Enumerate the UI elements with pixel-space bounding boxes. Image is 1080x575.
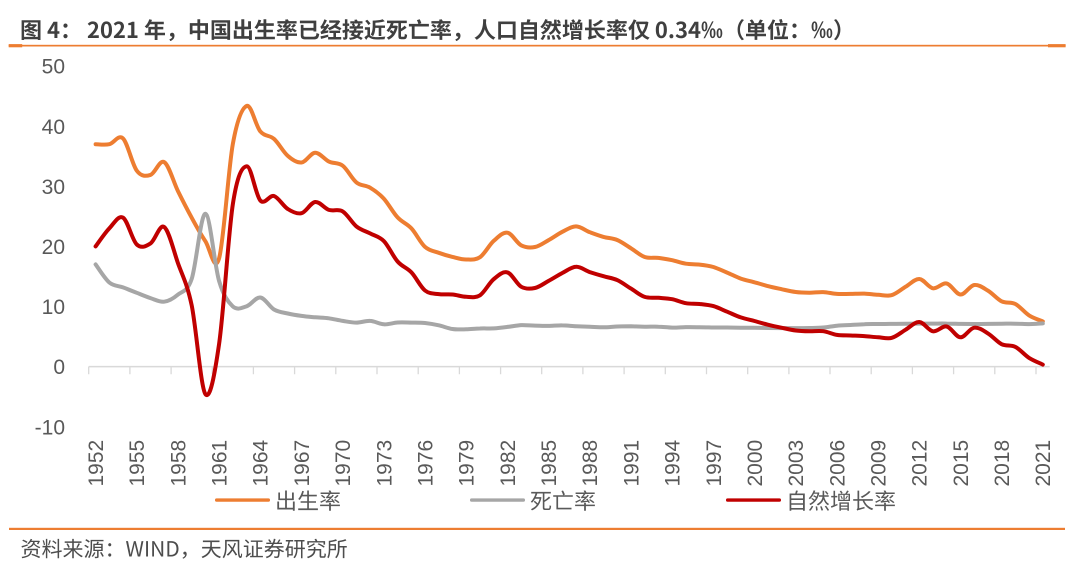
svg-text:1979: 1979 [456,440,479,487]
svg-text:50: 50 [42,56,65,79]
svg-text:2006: 2006 [826,440,849,487]
svg-text:2015: 2015 [950,440,973,487]
svg-text:1970: 1970 [332,440,355,487]
svg-text:2000: 2000 [744,440,767,487]
svg-text:20: 20 [42,236,65,259]
svg-text:2003: 2003 [785,440,808,487]
svg-text:1988: 1988 [579,440,602,487]
svg-text:2021: 2021 [1032,440,1055,487]
svg-text:1973: 1973 [373,440,396,487]
svg-text:1976: 1976 [414,440,437,487]
svg-text:-10: -10 [35,416,65,439]
svg-text:1982: 1982 [497,440,520,487]
svg-text:1985: 1985 [538,440,561,487]
svg-text:0: 0 [53,356,65,379]
svg-text:10: 10 [42,296,65,319]
svg-text:1961: 1961 [209,440,232,487]
svg-text:1958: 1958 [167,440,190,487]
svg-text:40: 40 [42,116,65,139]
svg-text:1964: 1964 [250,439,273,486]
svg-text:30: 30 [42,176,65,199]
svg-text:1955: 1955 [126,440,149,487]
svg-text:1967: 1967 [291,440,314,487]
svg-text:1997: 1997 [703,440,726,487]
svg-text:2012: 2012 [909,440,932,487]
svg-text:1952: 1952 [85,440,108,487]
svg-text:2018: 2018 [991,440,1014,487]
svg-text:1991: 1991 [620,440,643,487]
svg-text:2009: 2009 [868,440,891,487]
svg-text:1994: 1994 [662,439,685,486]
